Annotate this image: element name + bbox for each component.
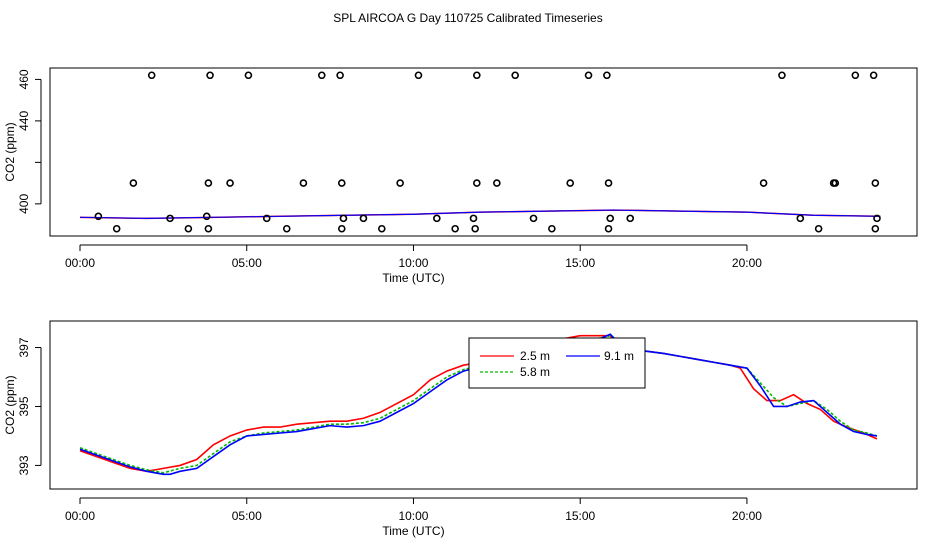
data-point (112, 224, 121, 233)
timeseries-panel-zoomed: 00:00 05:00 10:00 15:00 20:00 Time (UTC) 393 39… (3, 320, 918, 538)
x-tick-label: 15:00 (565, 509, 595, 523)
data-point (814, 224, 823, 233)
timeseries-panel-full-range: 00:00 05:00 10:00 15:00 20:00 Time (UTC) 400 44… (3, 67, 918, 285)
data-point (317, 71, 326, 80)
data-point (396, 179, 404, 187)
chart-title: SPL AIRCOA G Day 110725 Calibrated Times… (333, 11, 602, 25)
x-tick-label: 20:00 (732, 256, 762, 270)
data-point (511, 71, 519, 80)
data-point (529, 214, 538, 223)
series-line-blue (80, 209, 881, 219)
x-axis-label: Time (UTC) (382, 524, 444, 538)
data-point (471, 224, 479, 233)
x-tick-label: 15:00 (565, 256, 595, 270)
data-point (336, 71, 344, 80)
data-point (851, 71, 860, 80)
plot-frame (49, 320, 918, 490)
data-point (299, 179, 308, 187)
data-point (262, 214, 271, 223)
data-point (759, 179, 768, 187)
data-point (282, 224, 291, 233)
data-point (226, 179, 234, 187)
data-point (473, 71, 481, 80)
data-point (566, 179, 575, 187)
data-point (603, 71, 611, 80)
data-point (202, 212, 211, 221)
data-point (493, 179, 501, 187)
legend-label: 2.5 m (520, 349, 550, 363)
x-tick-label: 10:00 (398, 256, 428, 270)
data-point (337, 224, 346, 233)
data-point (339, 214, 348, 223)
data-point (548, 224, 556, 233)
data-point (94, 212, 103, 221)
data-point (469, 214, 478, 223)
y-tick-label: 440 (17, 111, 31, 131)
data-point (359, 214, 368, 223)
data-point (869, 71, 878, 80)
data-point (204, 179, 213, 187)
y-tick-label: 397 (17, 337, 31, 357)
legend-label: 5.8 m (520, 365, 550, 379)
y-tick-label: 395 (17, 396, 31, 416)
data-point (831, 179, 840, 187)
x-tick-label: 00:00 (65, 256, 95, 270)
data-point (584, 71, 593, 80)
data-point (604, 179, 613, 187)
data-point (873, 214, 881, 223)
y-axis-label: CO2 (ppm) (3, 122, 17, 181)
data-point (604, 224, 613, 233)
x-tick-label: 05:00 (232, 509, 262, 523)
data-point (129, 179, 138, 187)
data-point (377, 224, 386, 233)
x-tick-label: 20:00 (732, 509, 762, 523)
plot-frame (49, 67, 918, 237)
data-point (796, 214, 805, 223)
y-tick-label: 400 (17, 194, 31, 214)
y-axis-label: CO2 (ppm) (3, 375, 17, 434)
y-tick-label: 393 (17, 455, 31, 475)
data-point (433, 214, 441, 223)
data-point (414, 71, 423, 80)
x-axis-label: Time (UTC) (382, 271, 444, 285)
data-point (871, 224, 880, 233)
x-tick-label: 10:00 (398, 509, 428, 523)
x-tick-label: 05:00 (232, 256, 262, 270)
legend-label: 9.1 m (604, 349, 634, 363)
data-point (147, 71, 156, 80)
legend: 2.5 m 9.1 m 5.8 m (468, 337, 646, 389)
data-point (184, 224, 193, 233)
y-tick-label: 460 (17, 69, 31, 89)
data-point (871, 179, 880, 187)
data-point (206, 71, 214, 80)
data-point (204, 224, 213, 233)
legend-box (468, 337, 646, 389)
data-point (606, 214, 615, 223)
x-tick-label: 00:00 (65, 509, 95, 523)
data-point (626, 214, 635, 223)
data-point (337, 179, 346, 187)
data-point (473, 179, 481, 187)
data-point (166, 214, 174, 223)
data-point (778, 71, 786, 80)
data-point (451, 224, 459, 233)
data-point (244, 71, 253, 80)
